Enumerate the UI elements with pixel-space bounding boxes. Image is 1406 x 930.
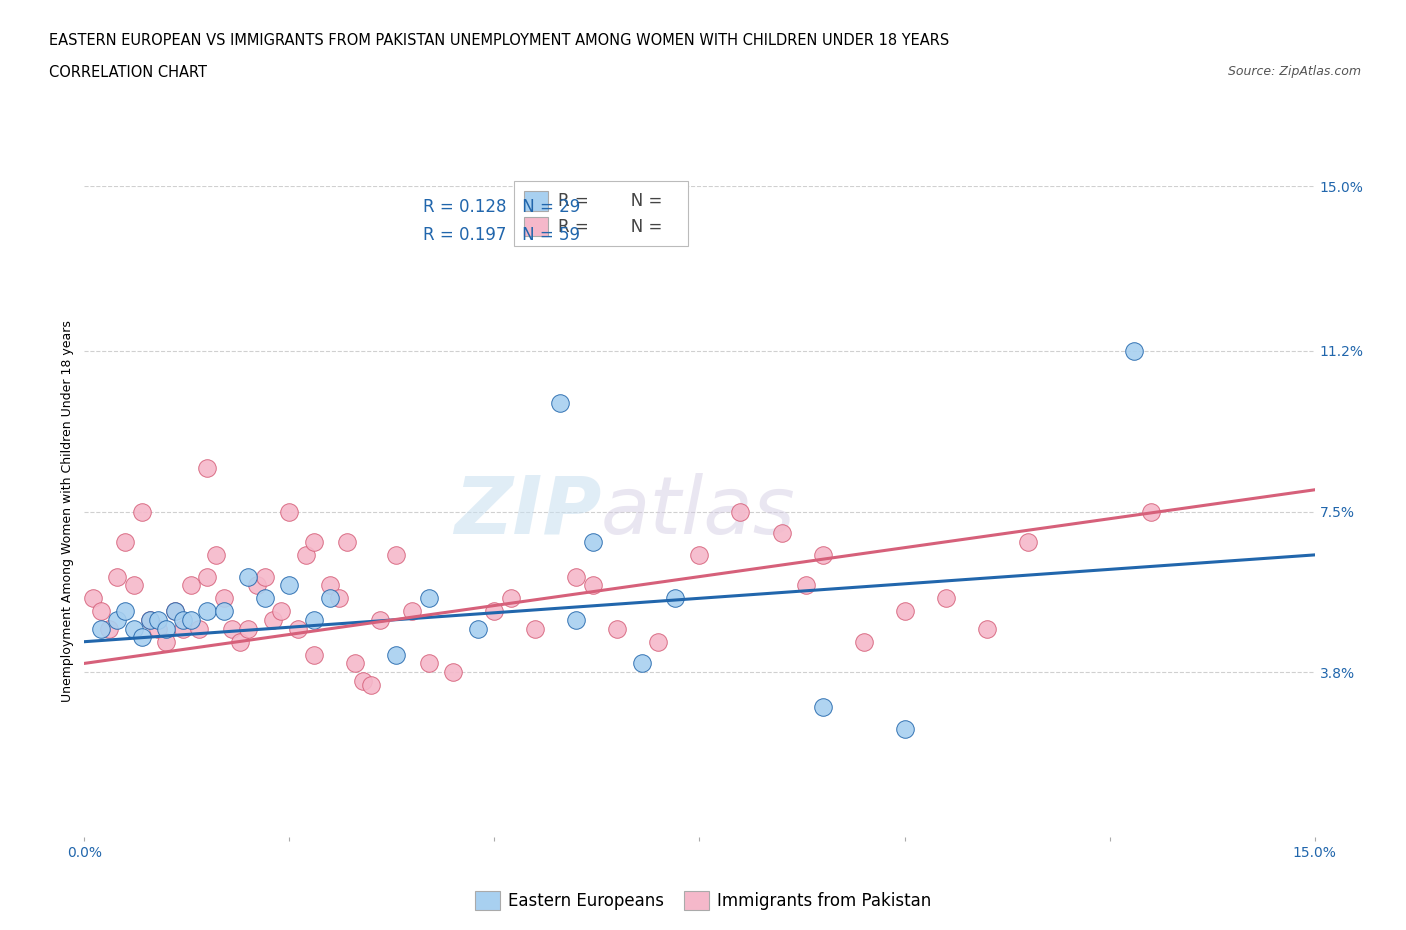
Point bbox=[246, 578, 269, 592]
Point bbox=[114, 604, 136, 618]
Point bbox=[631, 656, 654, 671]
Text: R = 0.128   N = 29: R = 0.128 N = 29 bbox=[423, 198, 579, 216]
Point bbox=[582, 535, 605, 550]
Point bbox=[212, 604, 235, 618]
Point bbox=[368, 613, 391, 628]
Point bbox=[565, 569, 588, 584]
Text: ZIP: ZIP bbox=[454, 472, 602, 551]
Point bbox=[131, 504, 153, 519]
Point bbox=[90, 621, 112, 636]
Point bbox=[278, 578, 301, 592]
Point bbox=[155, 621, 177, 636]
Point bbox=[582, 578, 605, 592]
Point bbox=[197, 604, 219, 618]
Point bbox=[148, 621, 170, 636]
Point bbox=[163, 604, 186, 618]
Point bbox=[131, 630, 153, 644]
Point bbox=[302, 647, 325, 662]
Point bbox=[1139, 504, 1161, 519]
Point bbox=[1123, 343, 1146, 358]
Point bbox=[360, 678, 382, 693]
Point bbox=[730, 504, 752, 519]
Point bbox=[287, 621, 309, 636]
Point bbox=[253, 591, 276, 605]
Point bbox=[606, 621, 628, 636]
Point bbox=[278, 504, 301, 519]
Point bbox=[935, 591, 957, 605]
Point bbox=[270, 604, 292, 618]
Point bbox=[499, 591, 522, 605]
Point bbox=[319, 591, 342, 605]
Point bbox=[344, 656, 367, 671]
Point bbox=[229, 634, 252, 649]
Point bbox=[122, 621, 145, 636]
Point bbox=[139, 613, 162, 628]
Point bbox=[238, 621, 260, 636]
Point bbox=[114, 535, 136, 550]
Point bbox=[794, 578, 817, 592]
Point bbox=[565, 613, 588, 628]
Text: atlas: atlas bbox=[602, 472, 796, 551]
Point bbox=[197, 569, 219, 584]
Point bbox=[295, 548, 318, 563]
Point bbox=[302, 613, 325, 628]
Point bbox=[401, 604, 423, 618]
Point bbox=[418, 656, 440, 671]
Y-axis label: Unemployment Among Women with Children Under 18 years: Unemployment Among Women with Children U… bbox=[60, 321, 75, 702]
Point bbox=[172, 613, 194, 628]
Text: Source: ZipAtlas.com: Source: ZipAtlas.com bbox=[1227, 65, 1361, 78]
Point bbox=[336, 535, 359, 550]
Point bbox=[664, 591, 686, 605]
Point bbox=[139, 613, 162, 628]
Text: CORRELATION CHART: CORRELATION CHART bbox=[49, 65, 207, 80]
Legend: Eastern Europeans, Immigrants from Pakistan: Eastern Europeans, Immigrants from Pakis… bbox=[468, 884, 938, 917]
Point bbox=[204, 548, 226, 563]
Point bbox=[90, 604, 112, 618]
Point bbox=[467, 621, 489, 636]
Point bbox=[548, 395, 571, 410]
Point bbox=[105, 569, 128, 584]
Point bbox=[689, 548, 711, 563]
Point bbox=[253, 569, 276, 584]
Point bbox=[105, 613, 128, 628]
Point bbox=[180, 578, 202, 592]
Point bbox=[647, 634, 669, 649]
Point bbox=[82, 591, 104, 605]
Point bbox=[524, 621, 547, 636]
Point bbox=[197, 460, 219, 475]
Point bbox=[221, 621, 243, 636]
Text: EASTERN EUROPEAN VS IMMIGRANTS FROM PAKISTAN UNEMPLOYMENT AMONG WOMEN WITH CHILD: EASTERN EUROPEAN VS IMMIGRANTS FROM PAKI… bbox=[49, 33, 949, 47]
Point bbox=[893, 721, 915, 736]
Point bbox=[163, 604, 186, 618]
Point bbox=[212, 591, 235, 605]
Point bbox=[443, 665, 465, 680]
Point bbox=[302, 535, 325, 550]
Point bbox=[484, 604, 506, 618]
Point bbox=[770, 525, 793, 540]
Point bbox=[238, 569, 260, 584]
Point bbox=[811, 699, 834, 714]
Point bbox=[148, 613, 170, 628]
Point bbox=[811, 548, 834, 563]
Point bbox=[1017, 535, 1039, 550]
Point bbox=[262, 613, 284, 628]
Point bbox=[172, 621, 194, 636]
Point bbox=[328, 591, 350, 605]
Point bbox=[319, 578, 342, 592]
Point bbox=[852, 634, 875, 649]
Point bbox=[98, 621, 121, 636]
Point bbox=[188, 621, 211, 636]
Point bbox=[418, 591, 440, 605]
Point bbox=[352, 673, 374, 688]
Point bbox=[385, 548, 408, 563]
Point bbox=[976, 621, 998, 636]
Point bbox=[122, 578, 145, 592]
Point bbox=[155, 634, 177, 649]
Point bbox=[180, 613, 202, 628]
Point bbox=[893, 604, 915, 618]
Text: R = 0.197   N = 59: R = 0.197 N = 59 bbox=[423, 226, 579, 244]
Legend: R =        N =   , R =        N =   : R = N = , R = N = bbox=[515, 181, 688, 246]
Point bbox=[385, 647, 408, 662]
